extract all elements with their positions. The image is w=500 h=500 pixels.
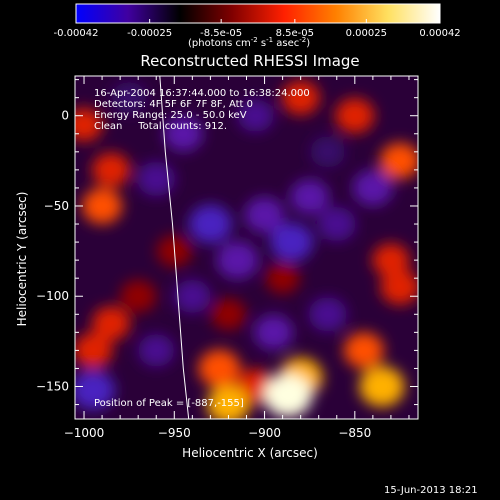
negative-emission-blob — [352, 169, 393, 206]
positive-emission-blob — [264, 373, 313, 418]
y-tick-label: −50 — [44, 199, 69, 213]
positive-emission-blob — [206, 385, 250, 419]
y-axis-label: Heliocentric Y (arcsec) — [15, 191, 29, 327]
positive-emission-blob — [92, 306, 131, 341]
positive-emission-blob — [92, 152, 131, 187]
negative-emission-blob — [308, 297, 347, 332]
positive-emission-blob — [359, 366, 405, 407]
annotation-peak: Position of Peak = [-887,-155] — [94, 398, 244, 409]
annotation-energy: Energy Range: 25.0 - 50.0 keV — [94, 110, 247, 121]
negative-emission-blob — [317, 206, 356, 242]
x-tick-label: −850 — [338, 426, 371, 440]
x-tick-label: −900 — [248, 426, 281, 440]
colorbar-ticks: -0.00042 -0.00025 -8.5e-05 8.5e-05 0.00025 0.… — [54, 19, 461, 39]
x-tick-label: −1000 — [64, 426, 105, 440]
positive-emission-blob — [210, 298, 246, 331]
intensity-field — [75, 80, 418, 419]
positive-emission-blob — [120, 280, 157, 313]
negative-emission-blob — [137, 161, 176, 196]
colorbar: -0.00042 -0.00025 -8.5e-05 8.5e-05 0.00025 0.… — [54, 3, 461, 39]
negative-emission-blob — [188, 204, 232, 244]
positive-emission-blob — [198, 349, 241, 388]
colorbar-tick-label: 0.00025 — [346, 28, 387, 39]
chart-title: Reconstructed RHESSI Image — [140, 52, 360, 70]
negative-emission-blob — [216, 241, 259, 280]
negative-emission-blob — [75, 370, 116, 410]
negative-emission-blob — [237, 99, 274, 132]
positive-emission-blob — [379, 142, 418, 179]
axis-tick-labels: −1000 −950 −900 −850 0 −50 −100 −150 — [36, 109, 371, 440]
x-axis-label: Heliocentric X (arcsec) — [182, 446, 318, 460]
negative-emission-blob — [270, 222, 314, 262]
positive-emission-blob — [380, 269, 418, 305]
axis-ticks — [75, 76, 418, 419]
colorbar-tick-label: 0.00042 — [419, 28, 460, 39]
x-tick-label: −950 — [158, 426, 191, 440]
positive-emission-blob — [343, 332, 384, 369]
solar-limb-line — [159, 76, 190, 419]
colorbar-tick-label: 8.5e-05 — [276, 28, 314, 39]
y-tick-label: −150 — [36, 380, 69, 394]
positive-emission-blob — [335, 98, 375, 134]
positive-emission-blob — [75, 108, 103, 142]
negative-emission-blob — [254, 314, 294, 350]
colorbar-tick-label: -8.5e-05 — [200, 28, 242, 39]
negative-emission-blob — [310, 136, 346, 168]
colorbar-unit: (photons cm-2 s-1 asec-2) — [188, 36, 311, 49]
annotation-clean: Clean Total counts: 912. — [94, 121, 228, 132]
colorbar-gradient — [75, 3, 441, 24]
negative-emission-blob — [290, 179, 330, 215]
negative-emission-blob — [244, 197, 285, 234]
y-tick-label: −100 — [36, 289, 69, 303]
colorbar-tick-label: -0.00042 — [54, 28, 99, 39]
footer-date: 15-Jun-2013 18:21 — [384, 485, 478, 496]
negative-emission-blob — [138, 334, 175, 367]
negative-emission-blob — [163, 116, 203, 152]
annotation-detectors: Detectors: 4F 5F 6F 7F 8F, Att 0 — [94, 99, 254, 110]
positive-emission-blob — [372, 243, 410, 277]
y-tick-label: 0 — [61, 109, 69, 123]
positive-emission-blob — [82, 187, 123, 224]
annotation-time: 16-Apr-2004 16:37:44.000 to 16:38:24.000 — [94, 88, 310, 99]
negative-emission-blob — [173, 279, 211, 313]
negative-emission-blob — [111, 81, 147, 114]
positive-emission-blob — [265, 262, 300, 294]
positive-emission-blob — [75, 332, 113, 368]
colorbar-tick-label: -0.00025 — [127, 28, 172, 39]
positive-emission-blob — [281, 80, 320, 115]
